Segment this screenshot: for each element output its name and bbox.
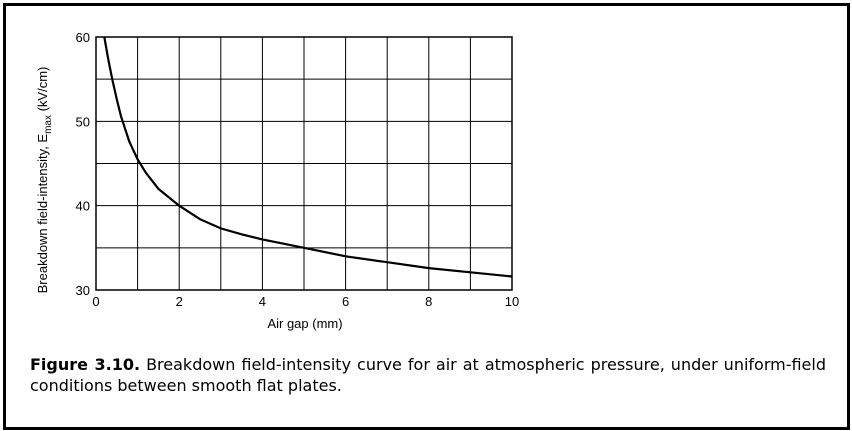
x-tick-label: 2 xyxy=(176,294,183,309)
figure-caption: Figure 3.10. Breakdown field-intensity c… xyxy=(30,354,826,396)
plot-area-border xyxy=(95,36,513,291)
caption-text: Breakdown field-intensity curve for air … xyxy=(30,355,827,395)
y-axis-label-main: Breakdown field-intensity, E xyxy=(35,134,50,294)
chart: 0 2 4 6 8 10 30 40 50 60 Air gap (mm) Breakdown … xyxy=(35,30,519,331)
figure-frame xyxy=(3,3,850,430)
x-axis-ticks: 0 2 4 6 8 10 xyxy=(92,294,519,309)
y-tick-label: 60 xyxy=(76,30,90,45)
y-tick-label: 30 xyxy=(76,283,90,298)
y-axis-label-unit: (kV/cm) xyxy=(35,67,50,115)
y-axis-label: Breakdown field-intensity, Emax (kV/cm) xyxy=(35,67,54,294)
y-tick-label: 40 xyxy=(76,199,90,214)
x-axis-label: Air gap (mm) xyxy=(267,316,342,331)
x-tick-label: 4 xyxy=(259,294,266,309)
y-tick-label: 50 xyxy=(76,114,90,129)
y-axis-ticks: 30 40 50 60 xyxy=(76,30,90,298)
caption-label: Figure 3.10. xyxy=(30,355,141,374)
grid xyxy=(96,37,512,290)
x-tick-label: 6 xyxy=(342,294,349,309)
x-tick-label: 8 xyxy=(425,294,432,309)
breakdown-curve xyxy=(103,36,513,278)
x-tick-label: 0 xyxy=(92,294,99,309)
y-axis-label-subscript: max xyxy=(43,115,54,134)
x-tick-label: 10 xyxy=(505,294,519,309)
